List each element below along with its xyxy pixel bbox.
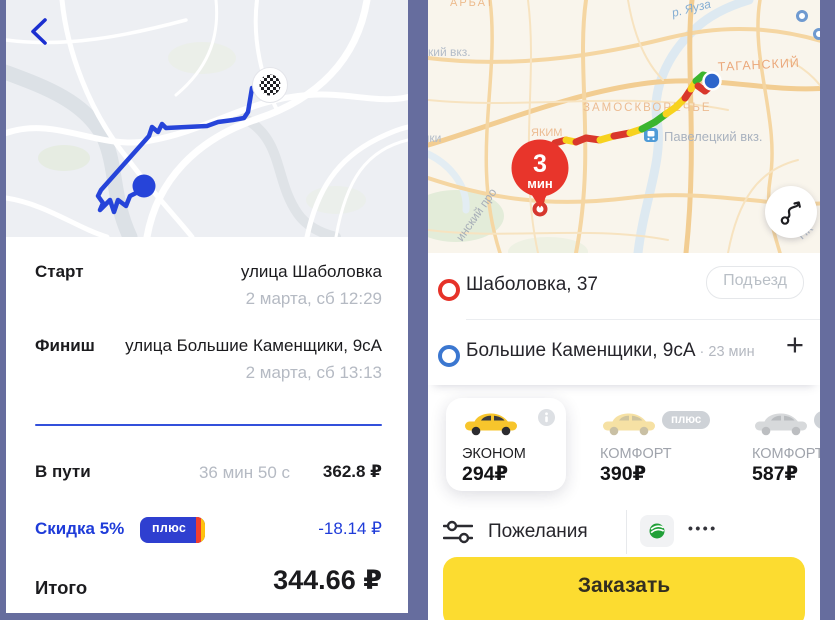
finish-label: Финиш xyxy=(35,336,95,355)
order-button[interactable]: Заказать xyxy=(443,557,805,620)
econom-car-icon xyxy=(465,413,517,436)
entrance-button[interactable]: Подъезд xyxy=(706,266,804,299)
wishes-button[interactable]: Пожелания xyxy=(443,507,588,557)
options-divider xyxy=(626,510,627,554)
payment-method-button[interactable] xyxy=(640,515,674,547)
comfort-plus-badge: плюс xyxy=(662,411,711,429)
label-taganskiy: ТАГАНСКИЙ xyxy=(717,55,800,74)
label-street-left: ники xyxy=(428,131,441,145)
finish-datetime: 2 марта, сб 13:13 xyxy=(245,363,382,382)
trip-summary-screen: Старт улица Шаболовка 2 марта, сб 12:29 … xyxy=(6,0,408,613)
comfort-car-icon xyxy=(603,413,655,436)
tariff-econom-price: 294₽ xyxy=(462,463,509,485)
discount-amount: -18.14 ₽ xyxy=(318,519,382,538)
en-route-duration: 36 мин 50 с xyxy=(198,463,290,482)
poi-circles xyxy=(796,10,820,40)
order-screen: АРБАТ ский вкз. р. Яуза ТАГАНСКИЙ ЗАМОСК… xyxy=(428,0,820,620)
alternative-routes-button[interactable] xyxy=(765,186,817,238)
eta-pin-unit: мин xyxy=(527,176,552,191)
pickup-address: Шаболовка, 37 xyxy=(466,274,598,295)
order-button-label: Заказать xyxy=(577,574,671,597)
destination-address: Большие Каменщики, 9сА xyxy=(466,340,696,361)
start-datetime: 2 марта, сб 12:29 xyxy=(245,289,382,308)
water xyxy=(428,0,754,258)
wishes-label: Пожелания xyxy=(488,521,588,542)
total-amount: 344.66 ₽ xyxy=(273,565,382,595)
en-route-fare: 362.8 ₽ xyxy=(322,462,382,481)
comfort-plus-plus-badge: плюс xyxy=(814,411,820,429)
en-route-label: В пути xyxy=(35,462,91,481)
options-bar: Пожелания •••• xyxy=(428,507,820,557)
total-label: Итого xyxy=(35,577,88,598)
destination-eta: · 23 мин xyxy=(699,344,755,360)
add-stop-button[interactable]: + xyxy=(785,327,804,362)
address-form: Шаболовка, 37 Подъезд Большие Каменщики,… xyxy=(428,253,820,385)
start-point-dot xyxy=(132,174,156,198)
tariff-info-icon[interactable] xyxy=(538,409,555,426)
address-divider xyxy=(466,319,820,320)
trip-details: Старт улица Шаболовка 2 марта, сб 12:29 … xyxy=(6,237,408,613)
label-yakimanka: ЯКИМ xyxy=(531,127,562,139)
park-areas xyxy=(38,42,366,214)
destination-row[interactable]: Большие Каменщики, 9сА · 23 мин + xyxy=(428,319,820,385)
section-divider xyxy=(35,424,382,426)
tariff-comfort-price: 390₽ xyxy=(600,463,647,485)
destination-flag-marker xyxy=(252,67,288,103)
paveletskiy-station-marker: Павелецкий вкз. xyxy=(644,128,763,144)
trip-map[interactable] xyxy=(6,0,408,245)
destination-point-marker xyxy=(702,71,722,91)
comfort-plus-car-icon xyxy=(755,413,807,436)
back-chevron-icon xyxy=(31,18,47,45)
trip-map-canvas xyxy=(6,0,408,245)
tariff-comfort-plus-price: 587₽ xyxy=(752,463,799,485)
discount-label: Скидка 5% xyxy=(35,519,125,538)
pickup-dot-icon xyxy=(438,279,460,301)
sliders-icon xyxy=(443,520,473,544)
order-map[interactable]: АРБАТ ский вкз. р. Яуза ТАГАНСКИЙ ЗАМОСК… xyxy=(428,0,820,267)
start-address: улица Шаболовка xyxy=(240,262,382,281)
route-curve-icon xyxy=(780,201,801,225)
start-label: Старт xyxy=(35,262,84,281)
eta-pin-value: 3 xyxy=(533,150,547,178)
label-paveletskiy: Павелецкий вкз. xyxy=(664,129,763,144)
finish-address: улица Большие Каменщики, 9сА xyxy=(125,336,382,355)
tariff-econom-card[interactable]: ЭКОНОМ 294₽ xyxy=(446,398,566,491)
tariff-comfort-plus-name: КОМФОРТ+ xyxy=(752,446,820,462)
pickup-row[interactable]: Шаболовка, 37 Подъезд xyxy=(428,253,820,319)
sberbank-icon xyxy=(649,523,665,539)
order-map-canvas: АРБАТ ский вкз. р. Яуза ТАГАНСКИЙ ЗАМОСК… xyxy=(428,0,820,267)
plus-badge: плюс xyxy=(140,517,206,543)
back-button[interactable] xyxy=(24,14,58,48)
label-station-west: ский вкз. xyxy=(428,45,471,59)
destination-dot-icon xyxy=(438,345,460,367)
label-arbat: АРБАТ xyxy=(450,0,495,9)
tariff-selector: ЭКОНОМ 294₽ плюс КОМФОРТ 390₽ xyxy=(428,385,820,507)
tariff-comfort-name: КОМФОРТ xyxy=(600,446,672,462)
label-zamoskvorechye: ЗАМОСКВОРЕЧЬЕ xyxy=(583,102,712,114)
payment-masked-digits[interactable]: •••• xyxy=(688,520,718,536)
tariff-econom-name: ЭКОНОМ xyxy=(462,446,526,462)
eta-pin[interactable]: 3 мин xyxy=(511,139,569,209)
route-line xyxy=(95,85,255,215)
